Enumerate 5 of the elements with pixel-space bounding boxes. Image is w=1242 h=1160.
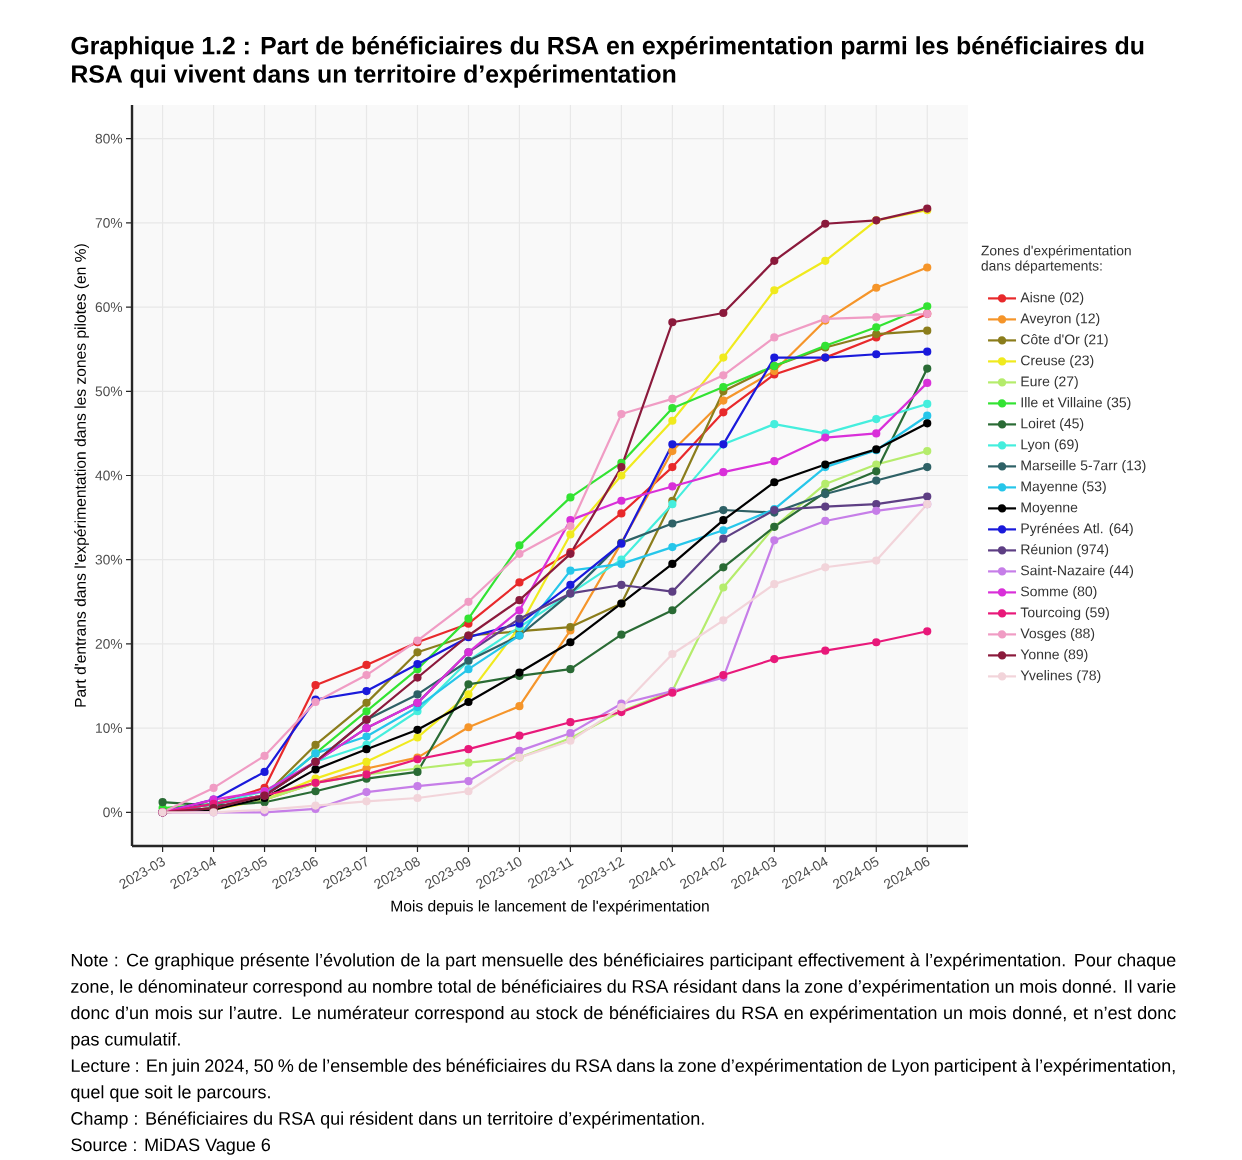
text: Champ : Bénéficiaires du RSA qui résident dans un territoire d’expérimentation. bbox=[71, 1111, 704, 1129]
chart-title: Graphique 1.2 : Part de bénéficiaires du RSA en expérimentation parmi les bénéficiaires du RSA qui vivent dans un territoire d’expérimentation bbox=[71, 35, 1144, 88]
source-note: Source : MiDAS Vague 6 bbox=[71, 1138, 271, 1155]
text: Note : Ce graphique présente l’évolution de la part mensuelle des bénéficiaires participant effectivement à l’expérimentation. Pour chaque zone, le dénominateur correspond au nombre total de bénéficiaires du RSA résidant dans la zone d’expérimentation un mois donné. Il varie donc d’un mois sur l’autre. Le numérateur correspond au stock de bénéficiaires du RSA en expérimentation un mois donné, et n’est donc pas cumulatif. bbox=[71, 953, 1176, 1050]
text: Lecture : En juin 2024, 50 % de l’ensemble des bénéficiaires du RSA dans la zone d’expérimentation de Lyon participent à l’expérimentation, quel que soit le parcours. bbox=[71, 1058, 1175, 1102]
